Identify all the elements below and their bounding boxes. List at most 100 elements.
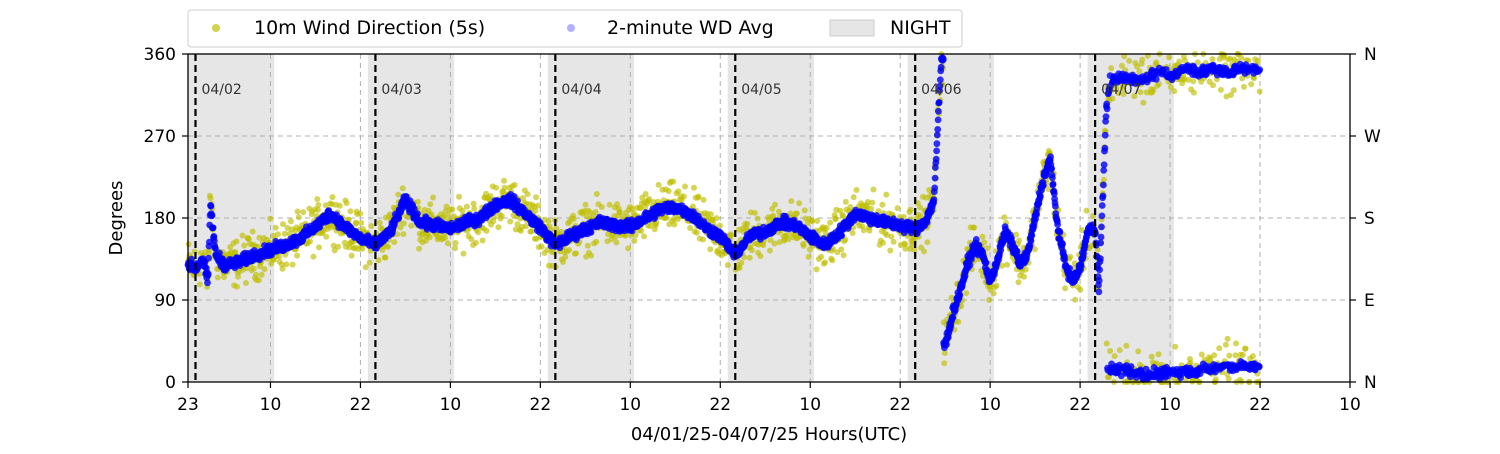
- wd-5s-point: [235, 273, 241, 280]
- wd-5s-point: [1001, 214, 1008, 221]
- wd-avg-point: [1103, 105, 1111, 113]
- wd-5s-point: [948, 294, 955, 301]
- wd-5s-point: [1115, 90, 1122, 97]
- wd-5s-point: [507, 218, 514, 225]
- wd-5s-point: [864, 199, 871, 205]
- wd-5s-point: [1190, 78, 1197, 85]
- wd-avg-point: [1098, 212, 1106, 220]
- wd-5s-point: [979, 233, 986, 240]
- right-y-tick-label: N: [1364, 45, 1377, 65]
- y-tick-label: 0: [165, 373, 176, 393]
- wd-5s-point: [1136, 68, 1143, 75]
- wd-5s-point: [613, 239, 620, 246]
- wd-5s-point: [1120, 91, 1127, 97]
- wd-5s-point: [1209, 56, 1216, 63]
- wd-5s-point: [463, 203, 470, 210]
- right-y-tick-label: E: [1364, 291, 1375, 311]
- wd-avg-point: [205, 254, 213, 262]
- wd-5s-point: [314, 196, 321, 203]
- wd-avg-point: [1101, 131, 1109, 139]
- wd-5s-point: [322, 202, 329, 209]
- wd-5s-point: [766, 247, 773, 254]
- wd-5s-point: [738, 259, 745, 266]
- wd-5s-point: [592, 209, 599, 215]
- wd-5s-point: [642, 191, 649, 197]
- wd-5s-point: [1083, 207, 1090, 214]
- wd-avg-point: [1052, 202, 1059, 210]
- wd-5s-point: [760, 242, 767, 249]
- wd-5s-point: [255, 277, 262, 284]
- wd-5s-point: [629, 205, 636, 212]
- wd-5s-point: [1187, 359, 1194, 366]
- wd-5s-point: [1113, 85, 1120, 92]
- wd-5s-point: [1242, 345, 1249, 352]
- wd-5s-point: [385, 243, 392, 250]
- wd-5s-point: [1100, 176, 1107, 183]
- wd-5s-point: [479, 237, 486, 244]
- wd-5s-point: [1116, 347, 1123, 354]
- wd-avg-point: [934, 116, 942, 124]
- wd-avg-point: [937, 63, 945, 71]
- wd-5s-point: [294, 208, 301, 215]
- wd-5s-point: [300, 209, 307, 216]
- wd-5s-point: [832, 216, 839, 223]
- wd-5s-point: [1123, 342, 1130, 349]
- wd-5s-point: [689, 203, 696, 210]
- wd-5s-point: [1077, 286, 1084, 293]
- wd-5s-point: [1248, 81, 1255, 88]
- wd-5s-point: [1225, 375, 1232, 382]
- wd-5s-point: [294, 252, 301, 259]
- wd-5s-point: [196, 281, 203, 288]
- wd-5s-point: [582, 201, 589, 208]
- wd-5s-point: [538, 243, 545, 250]
- wd-5s-point: [646, 196, 653, 202]
- x-tick-label: 22: [1249, 395, 1271, 415]
- wd-5s-point: [1232, 352, 1239, 359]
- wd-5s-point: [335, 243, 342, 250]
- wd-5s-point: [415, 198, 421, 205]
- wd-5s-point: [695, 193, 702, 200]
- wd-5s-point: [1150, 86, 1157, 93]
- wd-5s-point: [986, 297, 993, 303]
- wd-avg-point: [982, 259, 990, 267]
- wd-5s-point: [850, 194, 857, 201]
- wd-5s-point: [767, 237, 774, 244]
- wd-5s-point: [914, 200, 921, 207]
- wd-5s-point: [281, 230, 288, 237]
- wd-5s-point: [675, 188, 682, 195]
- wd-5s-point: [887, 247, 894, 254]
- wd-5s-point: [1134, 63, 1141, 70]
- wd-avg-point: [966, 261, 974, 269]
- wd-5s-point: [757, 253, 764, 260]
- wd-5s-point: [395, 191, 402, 198]
- wd-5s-point: [700, 196, 707, 203]
- wd-5s-point: [1239, 351, 1246, 358]
- wd-5s-point: [520, 195, 527, 202]
- wd-5s-point: [665, 188, 672, 195]
- wd-5s-point: [323, 233, 330, 240]
- wd-5s-point: [842, 198, 849, 205]
- wd-5s-point: [1224, 335, 1231, 342]
- wd-5s-point: [1103, 340, 1110, 347]
- wd-5s-point: [838, 246, 845, 253]
- wd-5s-point: [1013, 231, 1020, 238]
- wd-5s-point: [501, 177, 507, 184]
- wd-5s-point: [647, 223, 654, 230]
- wd-5s-point: [483, 227, 490, 234]
- wd-5s-point: [452, 245, 459, 252]
- y-tick-label: 270: [144, 127, 176, 147]
- wd-5s-point: [280, 221, 286, 228]
- wd-5s-point: [1021, 273, 1028, 280]
- wd-5s-point: [671, 221, 678, 228]
- wd-5s-point: [584, 242, 591, 249]
- wd-5s-point: [249, 228, 256, 235]
- wd-avg-point: [1101, 144, 1109, 152]
- wd-avg-point: [1100, 161, 1108, 169]
- wd-5s-point: [707, 211, 714, 218]
- wd-5s-point: [655, 181, 662, 188]
- wd-5s-point: [336, 202, 343, 209]
- wd-5s-point: [475, 229, 482, 236]
- wd-5s-point: [751, 209, 758, 216]
- wd-5s-point: [232, 249, 239, 256]
- wd-5s-point: [902, 245, 909, 252]
